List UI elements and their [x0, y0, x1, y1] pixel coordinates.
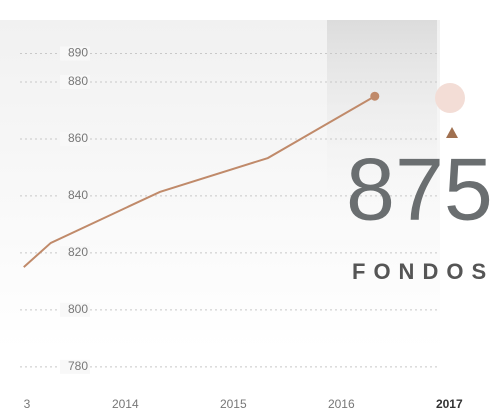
tick-label-bg: [60, 188, 90, 203]
end-point: [370, 91, 380, 101]
tick-label-bg: [60, 302, 90, 317]
y-tick-label: 780: [68, 359, 88, 373]
x-tick-label: 3: [24, 397, 31, 411]
tick-label-bg: [60, 245, 90, 260]
tick-label-bg: [60, 74, 90, 89]
y-tick-label: 890: [68, 46, 88, 60]
x-tick-label: 2016: [328, 397, 355, 411]
tick-label-bg: [60, 131, 90, 146]
y-tick-label: 860: [68, 131, 88, 145]
up-triangle: [446, 127, 458, 138]
y-tick-label: 880: [68, 74, 88, 88]
tick-label-bg: [60, 359, 90, 374]
x-tick-label: 2017: [436, 397, 463, 411]
y-tick-label: 840: [68, 188, 88, 202]
y-tick-label: 820: [68, 245, 88, 259]
tick-label-bg: [60, 46, 90, 61]
highlight-band: [327, 20, 437, 350]
x-tick-label: 2015: [220, 397, 247, 411]
indicator-circle: [435, 83, 465, 113]
big-number: 875: [346, 139, 493, 238]
line: [23, 95, 376, 268]
y-tick-label: 800: [68, 302, 88, 316]
big-number-label: FONDOS: [352, 259, 494, 284]
x-tick-label: 2014: [112, 397, 139, 411]
